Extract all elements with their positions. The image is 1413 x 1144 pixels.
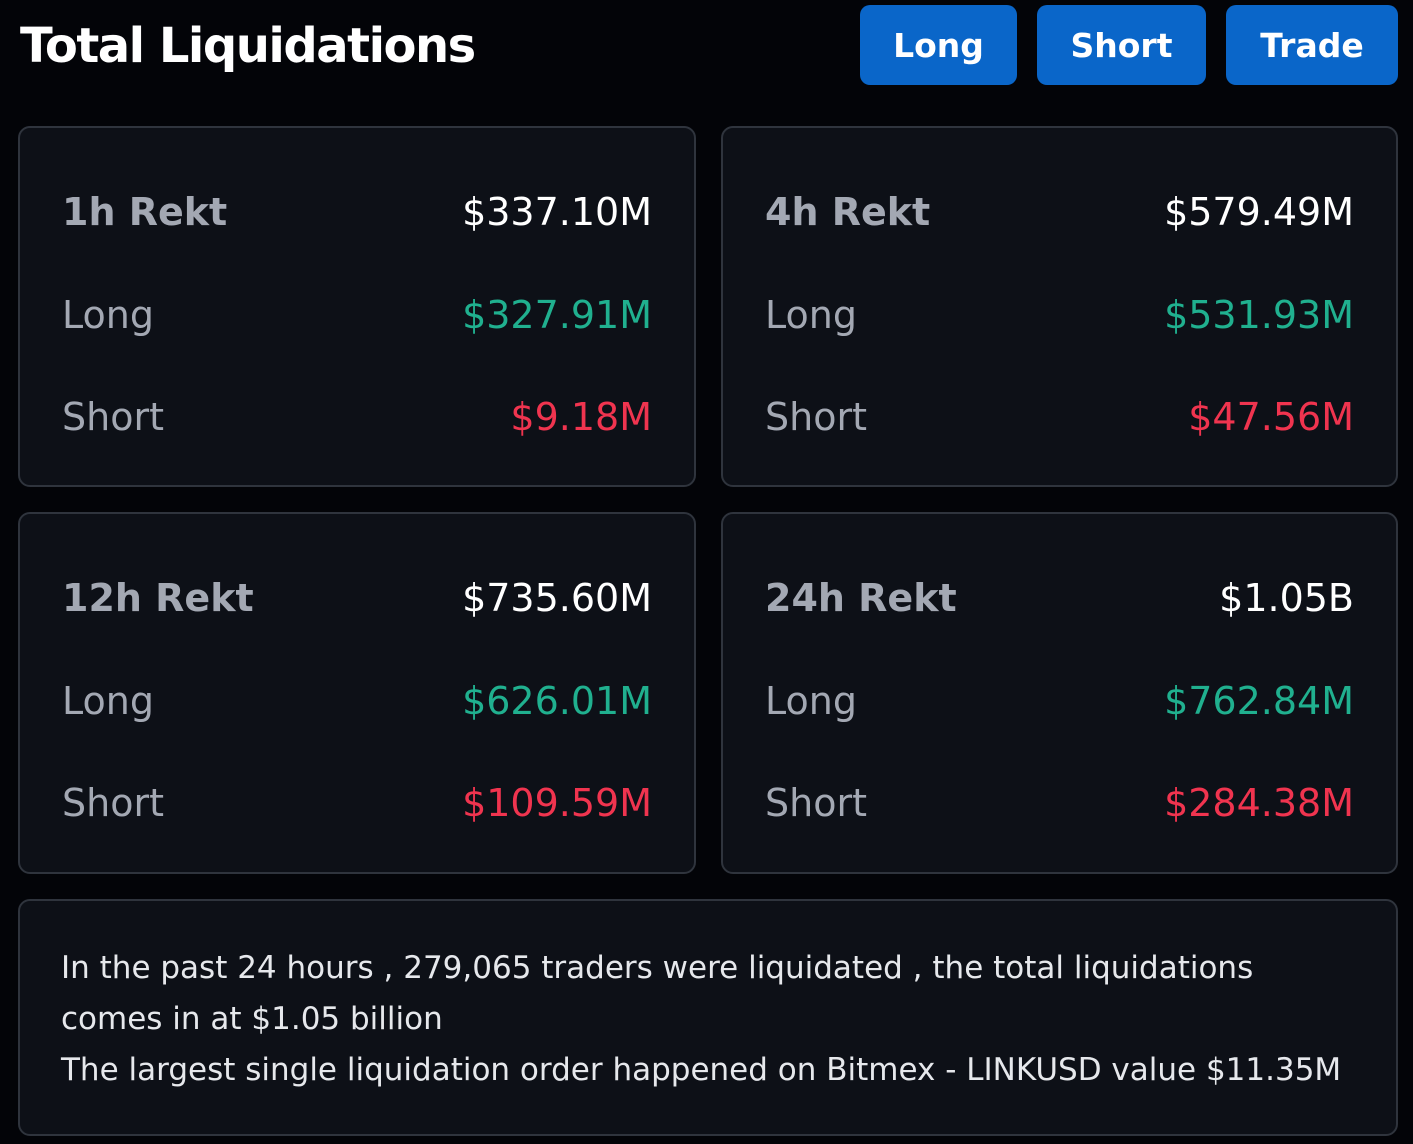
- long-value: $626.01M: [462, 679, 652, 723]
- total-row: 12h Rekt $735.60M: [62, 568, 652, 628]
- card-4h-rekt: 4h Rekt $579.49M Long $531.93M Short $47…: [721, 126, 1398, 487]
- total-row: 4h Rekt $579.49M: [765, 182, 1354, 242]
- long-row: Long $762.84M: [765, 671, 1354, 731]
- period-label: 4h Rekt: [765, 190, 931, 234]
- short-label: Short: [765, 781, 867, 825]
- short-row: Short $109.59M: [62, 773, 652, 833]
- period-label: 1h Rekt: [62, 190, 228, 234]
- trade-button[interactable]: Trade: [1226, 5, 1398, 85]
- summary-text-liquidated: In the past 24 hours , 279,065 traders w…: [61, 950, 1254, 1037]
- total-value: $337.10M: [462, 190, 652, 234]
- long-value: $531.93M: [1164, 293, 1354, 337]
- summary-text-largest-order: The largest single liquidation order hap…: [61, 1052, 1342, 1088]
- short-row: Short $9.18M: [62, 387, 652, 447]
- short-value: $109.59M: [462, 781, 652, 825]
- total-row: 24h Rekt $1.05B: [765, 568, 1354, 628]
- long-row: Long $327.91M: [62, 285, 652, 345]
- long-button[interactable]: Long: [860, 5, 1017, 85]
- total-row: 1h Rekt $337.10M: [62, 182, 652, 242]
- total-value: $1.05B: [1219, 576, 1354, 620]
- header: Total Liquidations Long Short Trade: [0, 0, 1413, 100]
- summary-panel: In the past 24 hours , 279,065 traders w…: [18, 899, 1398, 1136]
- short-value: $9.18M: [510, 395, 652, 439]
- total-value: $579.49M: [1164, 190, 1354, 234]
- period-label: 12h Rekt: [62, 576, 254, 620]
- long-row: Long $626.01M: [62, 671, 652, 731]
- long-value: $327.91M: [462, 293, 652, 337]
- short-label: Short: [62, 395, 164, 439]
- long-label: Long: [765, 679, 857, 723]
- long-label: Long: [765, 293, 857, 337]
- card-12h-rekt: 12h Rekt $735.60M Long $626.01M Short $1…: [18, 512, 696, 874]
- short-button[interactable]: Short: [1037, 5, 1206, 85]
- long-row: Long $531.93M: [765, 285, 1354, 345]
- short-value: $284.38M: [1164, 781, 1354, 825]
- short-value: $47.56M: [1188, 395, 1354, 439]
- card-1h-rekt: 1h Rekt $337.10M Long $327.91M Short $9.…: [18, 126, 696, 487]
- short-label: Short: [62, 781, 164, 825]
- long-label: Long: [62, 679, 154, 723]
- short-label: Short: [765, 395, 867, 439]
- short-row: Short $284.38M: [765, 773, 1354, 833]
- long-value: $762.84M: [1164, 679, 1354, 723]
- total-value: $735.60M: [462, 576, 652, 620]
- period-label: 24h Rekt: [765, 576, 957, 620]
- long-label: Long: [62, 293, 154, 337]
- card-24h-rekt: 24h Rekt $1.05B Long $762.84M Short $284…: [721, 512, 1398, 874]
- short-row: Short $47.56M: [765, 387, 1354, 447]
- page-title: Total Liquidations: [20, 18, 476, 74]
